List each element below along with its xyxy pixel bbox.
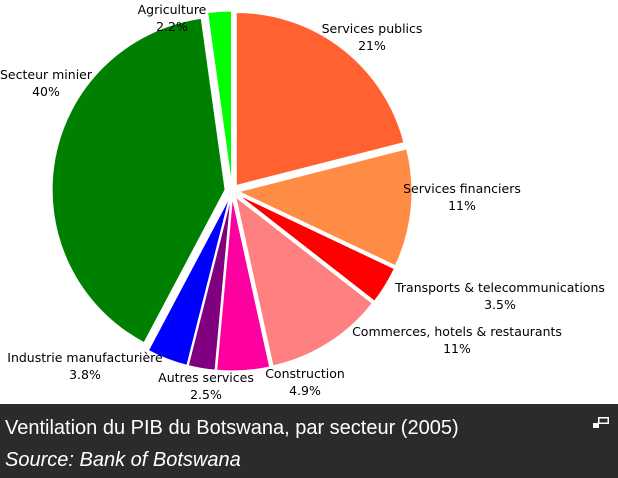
slice-value-label: 2.2% [156, 19, 188, 34]
slice-label: Transports & telecommunications [394, 280, 605, 295]
pie-slice [51, 17, 226, 344]
image-caption: Ventilation du PIB du Botswana, par sect… [0, 404, 618, 478]
slice-label: Services financiers [403, 181, 521, 196]
pie-slice [147, 197, 230, 366]
caption-title: Ventilation du PIB du Botswana, par sect… [5, 417, 459, 439]
pie-slice [216, 197, 271, 372]
slice-value-label: 4.9% [289, 383, 321, 398]
slice-value-label: 21% [358, 38, 386, 53]
slice-label: Secteur minier [0, 67, 93, 82]
slice-value-label: 11% [443, 341, 471, 356]
slice-label: Commerces, hotels & restaurants [352, 324, 562, 339]
pie-slice [237, 194, 396, 302]
pie-slice [235, 11, 405, 187]
slice-value-label: 40% [32, 84, 60, 99]
slice-label: Construction [265, 366, 345, 381]
caption-source: Source: Bank of Botswana [5, 449, 241, 471]
slice-label: Services publics [322, 21, 423, 36]
pie-slice [237, 148, 413, 267]
slice-value-label: 3.5% [484, 297, 516, 312]
pie-chart: Services publics 21% Services financiers 11… [0, 2, 605, 402]
pie-slice [207, 10, 233, 185]
slice-label: Agriculture [138, 2, 207, 17]
slice-label: Autres services [158, 370, 254, 385]
pie-slice [234, 195, 373, 367]
slice-value-label: 3.8% [69, 367, 101, 382]
slice-label: Industrie manufacturière [7, 350, 163, 365]
slice-value-label: 2.5% [190, 387, 222, 402]
slice-value-label: 11% [448, 198, 476, 213]
pie-slice [187, 197, 232, 371]
enlarge-icon[interactable] [592, 416, 610, 430]
pie-chart-svg: Services publics 21% Services financiers 11… [0, 2, 605, 402]
